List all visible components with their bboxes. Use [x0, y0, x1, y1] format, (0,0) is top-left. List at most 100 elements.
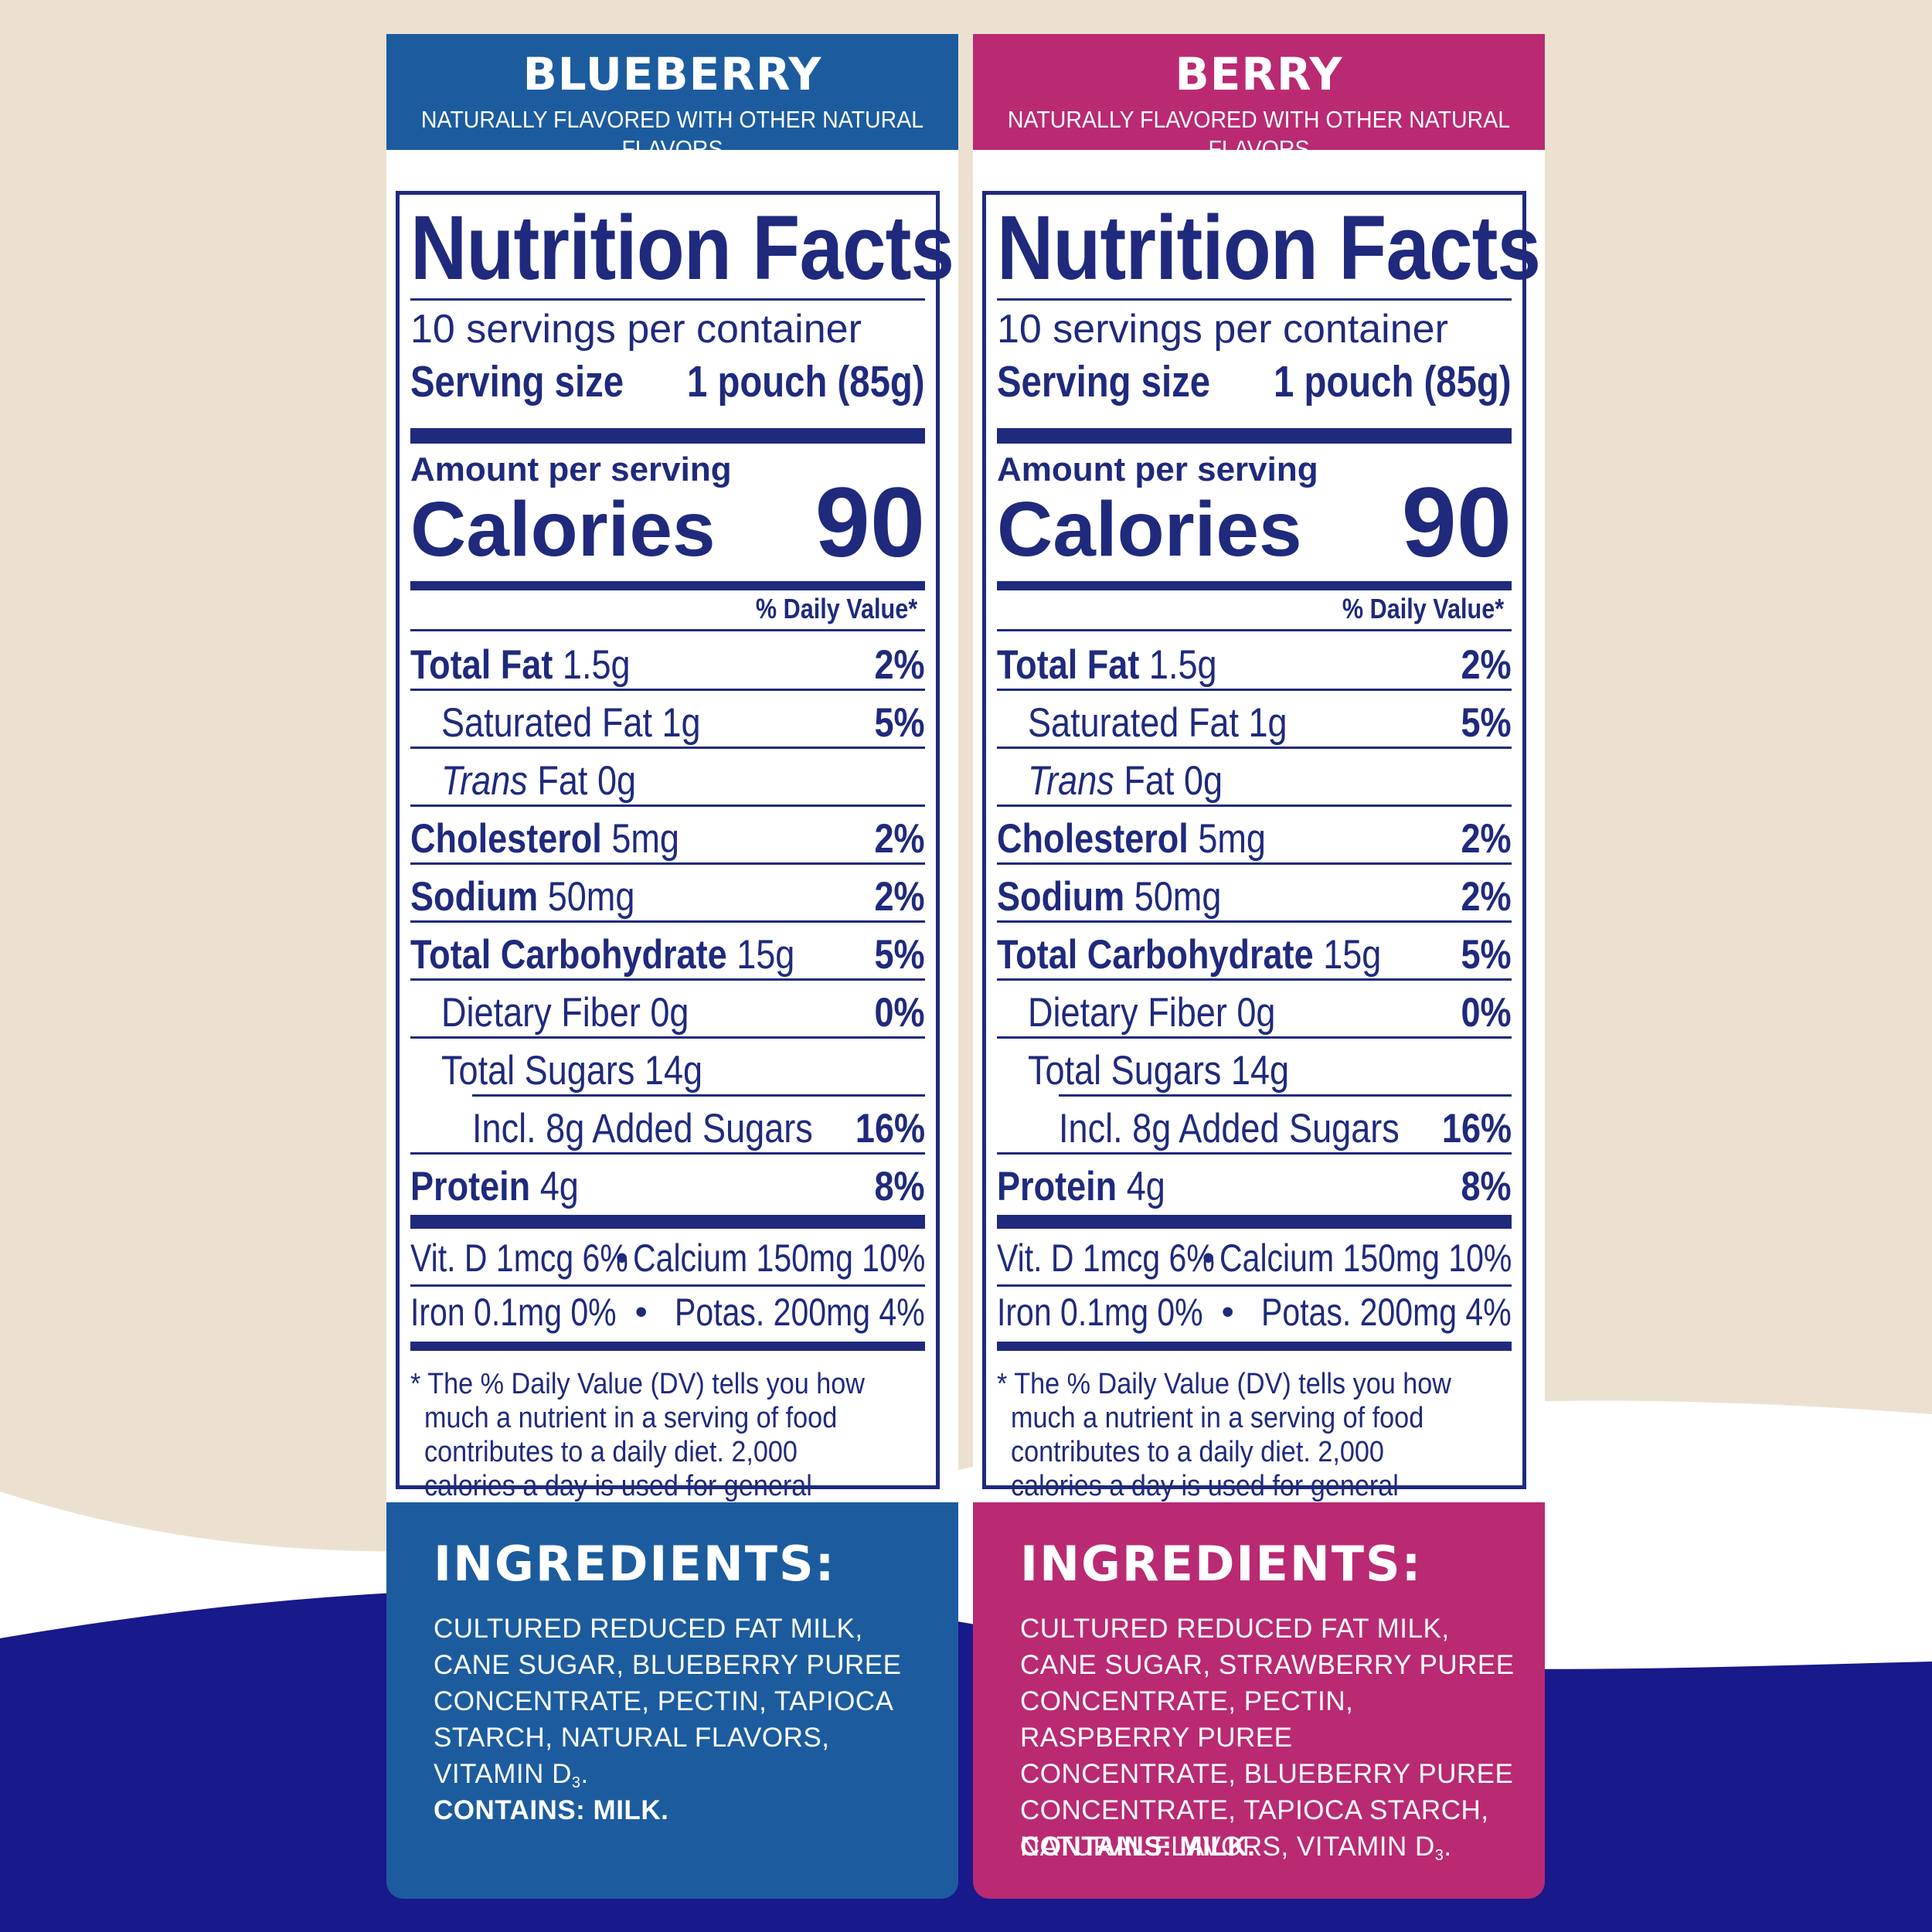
separator-dot: •	[1202, 1239, 1215, 1277]
nutrient-name: Incl. 8g Added Sugars	[1059, 1106, 1400, 1151]
nutrient-dv: 8%	[874, 1164, 925, 1209]
nutrient-name: Saturated Fat 1g	[1028, 700, 1287, 746]
trans-rest: Fat 0g	[1124, 758, 1223, 804]
ingredients-box: INGREDIENTS: CULTURED REDUCED FAT MILK, …	[386, 1502, 958, 1899]
ingredients-heading: INGREDIENTS:	[434, 1536, 836, 1592]
nutrition-facts-title: Nutrition Facts	[410, 197, 954, 299]
nutrient-name: Dietary Fiber 0g	[441, 990, 689, 1036]
separator-dot: •	[635, 1293, 648, 1331]
allergen-statement: CONTAINS: MILK.	[434, 1795, 669, 1825]
thick-divider	[410, 1215, 925, 1229]
medium-divider	[997, 1342, 1512, 1351]
trans-label: Trans	[1028, 758, 1114, 804]
nutrient-row-total-fat: Total Fat 1.5g 2%	[410, 633, 925, 689]
nutrient-row-dietary-fiber: Dietary Fiber 0g 0%	[410, 978, 925, 1036]
serving-size-value: 1 pouch (85g)	[1274, 357, 1512, 406]
nutrient-amount: 1.5g	[1148, 642, 1217, 688]
nutrient-amount: 4g	[1126, 1164, 1165, 1209]
nutrient-row-protein: Protein 4g 8%	[410, 1152, 925, 1210]
nutrient-name: Total Sugars 14g	[1028, 1048, 1290, 1094]
nutrient-name: Dietary Fiber 0g	[1028, 990, 1276, 1036]
nutrient-row-saturated-fat: Saturated Fat 1g 5%	[410, 689, 925, 747]
flavor-name: BLUEBERRY	[522, 48, 822, 100]
ingredients-text: CULTURED REDUCED FAT MILK, CANE SUGAR, B…	[434, 1614, 902, 1789]
nutrient-amount: 15g	[736, 932, 795, 978]
nutrient-row-dietary-fiber: Dietary Fiber 0g 0%	[997, 978, 1512, 1036]
divider	[410, 629, 925, 631]
servings-per-container: 10 servings per container	[997, 307, 1448, 352]
nutrient-name: Cholesterol	[997, 816, 1189, 862]
nutrient-dv: 0%	[1461, 990, 1512, 1036]
nutrient-dv: 2%	[1461, 816, 1512, 862]
nutrient-amount: 50mg	[547, 874, 635, 920]
potassium: Potas. 200mg 4%	[1261, 1291, 1512, 1334]
iron: Iron 0.1mg 0%	[997, 1291, 1203, 1334]
nutrient-row-trans-fat: Trans Fat 0g	[997, 747, 1512, 804]
nutrient-row-sodium: Sodium 50mg 2%	[997, 862, 1512, 920]
ingredients-list: CULTURED REDUCED FAT MILK, CANE SUGAR, B…	[434, 1611, 944, 1801]
nutrient-name: Total Fat	[997, 642, 1140, 688]
nutrient-row-total-fat: Total Fat 1.5g 2%	[997, 633, 1512, 689]
nutrition-facts-title: Nutrition Facts	[997, 197, 1541, 299]
nutrient-dv: 5%	[1461, 932, 1512, 978]
nutrient-dv: 5%	[874, 932, 925, 978]
serving-size-label: Serving size	[410, 357, 624, 406]
vitamin-d: Vit. D 1mcg 6%	[410, 1236, 628, 1280]
nutrient-dv: 2%	[874, 642, 925, 688]
nutrient-name: Total Sugars 14g	[441, 1048, 703, 1094]
ingredients-text: CULTURED REDUCED FAT MILK, CANE SUGAR, S…	[1020, 1614, 1515, 1862]
ingredients-heading: INGREDIENTS:	[1020, 1536, 1423, 1592]
nutrient-dv: 5%	[874, 700, 925, 746]
ingredients-end: .	[580, 1759, 589, 1789]
calories-label: Calories	[997, 486, 1302, 573]
nutrient-row-total-carbohydrate: Total Carbohydrate 15g 5%	[410, 920, 925, 978]
nutrient-amount: 15g	[1323, 932, 1382, 978]
flavor-header: BLUEBERRY NATURALLY FLAVORED WITH OTHER …	[386, 34, 958, 162]
nutrient-dv: 2%	[874, 874, 925, 920]
vitamin-subscript: 3	[1434, 1847, 1444, 1864]
nutrient-amount: 50mg	[1134, 874, 1222, 920]
flavor-header: BERRY NATURALLY FLAVORED WITH OTHER NATU…	[973, 34, 1545, 162]
nutrition-facts-box: Nutrition Facts 10 servings per containe…	[982, 191, 1541, 1536]
nutrient-row-protein: Protein 4g 8%	[997, 1152, 1512, 1210]
nutrient-name: Incl. 8g Added Sugars	[472, 1106, 813, 1151]
iron: Iron 0.1mg 0%	[410, 1291, 617, 1334]
flavor-subtitle: NATURALLY FLAVORED WITH OTHER NATURAL FL…	[420, 106, 924, 162]
nutrient-name: Protein	[997, 1164, 1117, 1209]
nutrient-row-sodium: Sodium 50mg 2%	[410, 862, 925, 920]
daily-value-header: % Daily Value*	[1342, 593, 1504, 624]
thick-divider	[410, 428, 925, 444]
nutrition-label-area: Nutrition Facts 10 servings per containe…	[973, 150, 1545, 1536]
nutrient-dv: 0%	[874, 990, 925, 1036]
serving-size-label: Serving size	[997, 357, 1211, 406]
nutrition-label-area: Nutrition Facts 10 servings per containe…	[386, 150, 958, 1536]
nutrient-row-total-sugars: Total Sugars 14g	[997, 1036, 1512, 1094]
servings-per-container: 10 servings per container	[410, 307, 862, 352]
daily-value-header: % Daily Value*	[755, 593, 917, 624]
potassium: Potas. 200mg 4%	[675, 1291, 925, 1334]
nutrient-dv: 2%	[874, 816, 925, 862]
vitamin-subscript: 3	[571, 1774, 581, 1791]
divider	[997, 1284, 1512, 1287]
blueberry-panel: BLUEBERRY NATURALLY FLAVORED WITH OTHER …	[386, 34, 958, 1899]
nutrient-row-saturated-fat: Saturated Fat 1g 5%	[997, 689, 1512, 747]
amount-per-serving: Amount per serving	[997, 451, 1318, 488]
nutrient-row-cholesterol: Cholesterol 5mg 2%	[997, 804, 1512, 862]
nutrient-dv: 16%	[855, 1106, 925, 1151]
nutrient-row-total-carbohydrate: Total Carbohydrate 15g 5%	[997, 920, 1512, 978]
thick-divider	[997, 428, 1512, 444]
nutrient-name: Saturated Fat 1g	[441, 700, 701, 746]
divider	[410, 1284, 925, 1287]
nutrient-row-total-sugars: Total Sugars 14g	[410, 1036, 925, 1094]
nutrient-row-cholesterol: Cholesterol 5mg 2%	[410, 804, 925, 862]
divider	[997, 629, 1512, 631]
separator-dot: •	[1222, 1293, 1234, 1331]
nutrient-amount: 1.5g	[562, 642, 631, 688]
divider	[410, 298, 925, 301]
separator-dot: •	[616, 1239, 628, 1277]
calories-value: 90	[815, 468, 925, 578]
ingredients-list: CULTURED REDUCED FAT MILK, CANE SUGAR, S…	[1020, 1611, 1530, 1874]
ingredients-end: .	[1444, 1832, 1452, 1862]
allergen-statement: CONTAINS: MILK.	[1020, 1832, 1256, 1862]
